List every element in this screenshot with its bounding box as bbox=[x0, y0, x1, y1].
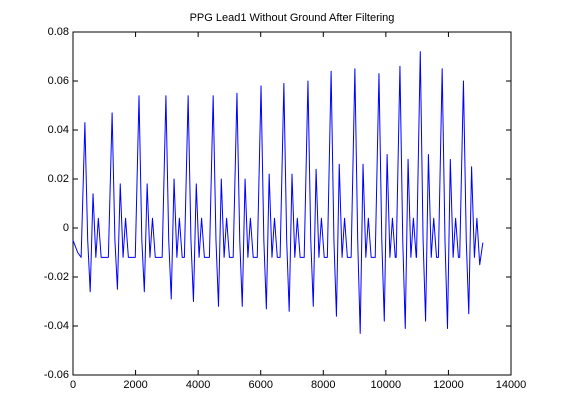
x-tick-label: 12000 bbox=[433, 379, 464, 391]
y-tick-label: -0.06 bbox=[44, 369, 69, 381]
x-tick-label: 4000 bbox=[186, 379, 210, 391]
y-tick-label: 0.06 bbox=[48, 75, 69, 87]
plot-area bbox=[72, 31, 512, 376]
x-tick-label: 14000 bbox=[496, 379, 527, 391]
data-line bbox=[72, 51, 484, 334]
y-tick-label: -0.04 bbox=[44, 320, 69, 332]
x-tick-label: 10000 bbox=[371, 379, 402, 391]
x-tick-label: 2000 bbox=[123, 379, 147, 391]
y-tick-label: -0.02 bbox=[44, 271, 69, 283]
chart-title: PPG Lead1 Without Ground After Filtering bbox=[190, 12, 395, 24]
y-tick-label: 0.02 bbox=[48, 173, 69, 185]
x-tick-label: 6000 bbox=[248, 379, 272, 391]
y-tick-label: 0.04 bbox=[48, 124, 69, 136]
x-tick-label: 0 bbox=[70, 379, 76, 391]
y-tick-label: 0 bbox=[63, 222, 69, 234]
y-tick-label: 0.08 bbox=[48, 26, 69, 38]
x-tick-label: 8000 bbox=[311, 379, 335, 391]
